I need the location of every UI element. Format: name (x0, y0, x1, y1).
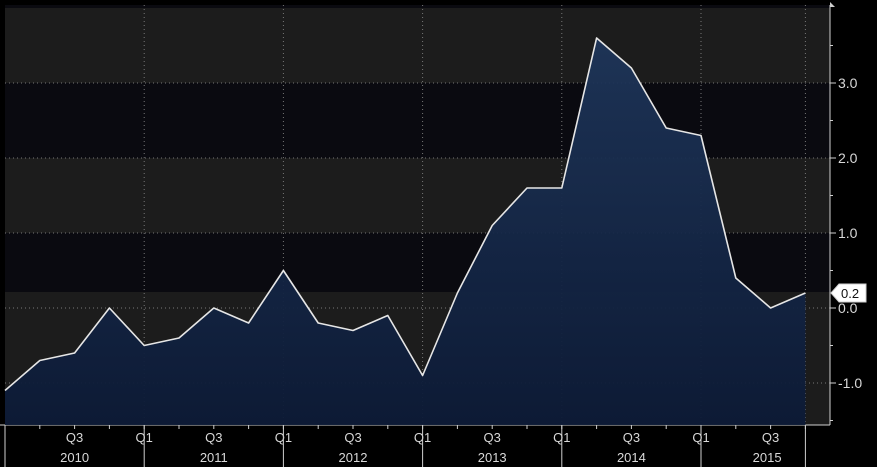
x-year-label: 2011 (200, 450, 228, 465)
y-tick-label: 0.0 (838, 300, 858, 316)
y-tick-label: 2.0 (838, 150, 858, 166)
x-quarter-label: Q3 (66, 430, 83, 445)
area-fill (5, 38, 806, 425)
y-tick-label: -1.0 (838, 375, 862, 391)
x-quarter-label: Q3 (762, 430, 779, 445)
background-band (5, 8, 830, 83)
x-year-label: 2014 (617, 450, 646, 465)
x-quarter-label: Q3 (344, 430, 361, 445)
x-year-label: 2015 (753, 450, 782, 465)
y-tick-label: 1.0 (838, 225, 858, 241)
x-year-label: 2013 (478, 450, 507, 465)
x-quarter-label: Q3 (623, 430, 640, 445)
background-band (5, 5, 830, 8)
y-axis: -1.0 0.0 1.0 2.0 3.0 (829, 2, 862, 425)
series-line (4, 37, 806, 392)
x-quarter-label: Q3 (205, 430, 222, 445)
background-band (5, 83, 830, 158)
x-year-label: 2012 (339, 450, 368, 465)
x-quarter-label: Q3 (484, 430, 501, 445)
y-axis-arrow (830, 2, 835, 7)
last-value-badge (830, 283, 867, 303)
y-tick-label: 3.0 (838, 75, 858, 91)
x-year-label: 2010 (60, 450, 89, 465)
last-value-marker: 0.2 (830, 283, 867, 303)
last-value-label: 0.2 (841, 286, 859, 301)
